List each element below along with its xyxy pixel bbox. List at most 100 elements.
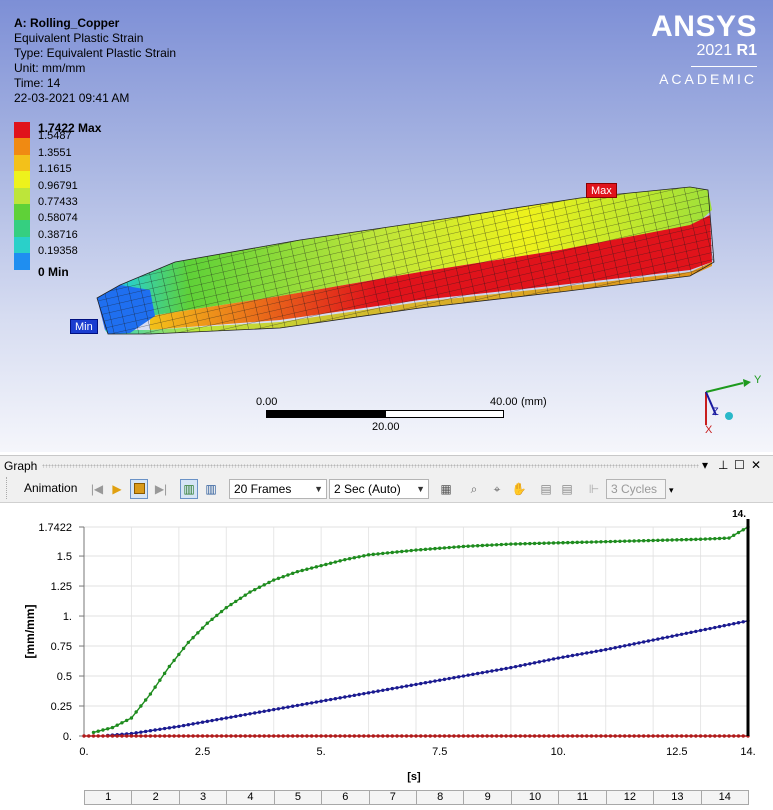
- result-chart[interactable]: 0. 0.25 0.5 0.75 1. 1.25 1.5 1.7422 0. 2.5 5. 7.5 10…: [0, 503, 773, 810]
- data-point: [366, 553, 371, 557]
- duration-dropdown[interactable]: 2 Sec (Auto) ▼: [329, 479, 429, 499]
- result-time: Time: 14: [14, 76, 61, 90]
- data-point: [722, 623, 726, 628]
- pin-icon[interactable]: ⊥: [718, 458, 729, 472]
- data-point: [215, 717, 219, 722]
- legend-entry[interactable]: 1.7422 Max: [14, 121, 124, 139]
- zoom-icon[interactable]: ⌕: [470, 482, 478, 496]
- data-point: [475, 671, 480, 676]
- data-point: [248, 712, 252, 716]
- min-probe-label[interactable]: Min: [70, 319, 98, 334]
- data-point: [362, 691, 366, 696]
- data-point: [670, 538, 674, 542]
- y-axis-label: [mm/mm]: [23, 604, 37, 658]
- time-step-cell[interactable]: 11: [558, 790, 607, 805]
- table-icon[interactable]: ▤: [561, 482, 573, 496]
- graph-panel-titlebar[interactable]: Graph ▾ ⊥ ☐ ✕: [0, 455, 773, 475]
- zoom-fit-icon[interactable]: ⌖: [493, 482, 501, 496]
- time-step-cell[interactable]: 5: [273, 790, 323, 805]
- play-icon[interactable]: ▶: [112, 482, 122, 496]
- toolbar-overflow-icon[interactable]: ▾: [669, 485, 674, 495]
- deformed-mesh-model[interactable]: [0, 0, 773, 452]
- legend-entry[interactable]: 0.77433: [14, 196, 124, 221]
- x-tick-label: 0.: [79, 746, 88, 758]
- data-point: [338, 559, 342, 563]
- legend-label: 1.3551: [38, 146, 72, 159]
- data-point: [566, 654, 570, 659]
- step-forward-icon[interactable]: ▶|: [154, 482, 168, 496]
- data-point: [286, 734, 290, 738]
- graphics-viewport[interactable]: A: Rolling_Copper Equivalent Plastic Str…: [0, 0, 773, 452]
- data-point: [134, 734, 138, 738]
- legend-entry[interactable]: 0.58074: [14, 212, 124, 237]
- legend-entry[interactable]: 1.3551: [14, 147, 124, 172]
- data-point: [186, 640, 191, 645]
- cycles-icon[interactable]: ⊩: [588, 482, 600, 496]
- panel-dropdown-icon[interactable]: ▾: [702, 458, 709, 472]
- time-step-cell[interactable]: 13: [653, 790, 702, 805]
- data-point: [409, 683, 413, 687]
- data-point: [442, 546, 447, 550]
- data-point: [172, 734, 176, 738]
- stop-icon[interactable]: [130, 479, 148, 499]
- data-point: [499, 667, 504, 672]
- data-point: [357, 734, 361, 738]
- time-step-strip[interactable]: 1 2 3 4 5 6 7 8 9 10 11 12 13 14: [84, 790, 749, 805]
- data-point: [143, 698, 148, 702]
- data-point: [395, 686, 399, 690]
- data-point: [741, 528, 745, 532]
- time-step-cell[interactable]: 12: [605, 790, 655, 805]
- data-point: [684, 537, 689, 542]
- time-step-cell[interactable]: 10: [510, 790, 560, 805]
- data-point: [585, 734, 589, 738]
- time-step-cell[interactable]: 9: [463, 790, 512, 805]
- legend-entry[interactable]: 0.96791: [14, 180, 124, 204]
- data-point: [243, 593, 247, 597]
- data-point: [200, 626, 205, 630]
- legend-entry[interactable]: 0 Min: [14, 265, 124, 286]
- time-step-cell[interactable]: 7: [368, 790, 417, 805]
- restore-icon[interactable]: ☐: [734, 458, 745, 472]
- data-point: [537, 734, 542, 738]
- data-point: [594, 649, 598, 654]
- animation-toolbar: Animation |◀ ▶ ▶| ▥ ▥ 20 Frames ▼ 2 Sec (…: [0, 475, 773, 503]
- data-point: [139, 730, 143, 734]
- legend-entry[interactable]: 0.19358: [14, 245, 124, 270]
- time-step-cell[interactable]: 3: [178, 790, 228, 805]
- export-video-icon[interactable]: ▦: [440, 482, 452, 496]
- time-step-cell[interactable]: 2: [131, 790, 180, 805]
- legend-entry[interactable]: 0.38716: [14, 229, 124, 254]
- legend-label: 0.38716: [38, 228, 78, 241]
- data-point: [504, 542, 508, 546]
- data-point: [177, 724, 181, 729]
- cycles-dropdown[interactable]: 3 Cycles: [606, 479, 666, 499]
- time-step-cell[interactable]: 4: [226, 790, 275, 805]
- data-point: [656, 538, 660, 543]
- distributed-frames-icon[interactable]: ▥: [180, 479, 198, 499]
- chart-settings-icon[interactable]: ▤: [540, 482, 552, 496]
- data-point: [300, 702, 304, 707]
- time-step-cell[interactable]: 14: [700, 790, 749, 805]
- data-point: [319, 734, 323, 738]
- result-info: A: Rolling_Copper Equivalent Plastic Str…: [14, 16, 176, 106]
- time-step-cell[interactable]: 6: [321, 790, 370, 805]
- close-icon[interactable]: ✕: [751, 458, 762, 472]
- step-back-icon[interactable]: |◀: [90, 482, 104, 496]
- data-point: [461, 674, 466, 678]
- data-point: [333, 734, 338, 738]
- frames-dropdown[interactable]: 20 Frames ▼: [229, 479, 327, 499]
- legend-entry[interactable]: 1.1615: [14, 163, 124, 188]
- time-step-cell[interactable]: 8: [416, 790, 465, 805]
- frames-value: 20 Frames: [234, 482, 292, 496]
- time-step-cell[interactable]: 1: [84, 790, 133, 805]
- data-point: [708, 537, 712, 541]
- data-point: [689, 537, 693, 542]
- data-point: [253, 587, 257, 592]
- legend-entry[interactable]: 1.5487: [14, 130, 124, 155]
- result-sets-icon[interactable]: ▥: [205, 482, 217, 496]
- data-point: [665, 734, 670, 738]
- pan-icon[interactable]: ✋: [511, 482, 527, 496]
- max-probe-label[interactable]: Max: [586, 183, 617, 198]
- data-point: [447, 734, 451, 738]
- data-point: [262, 583, 266, 587]
